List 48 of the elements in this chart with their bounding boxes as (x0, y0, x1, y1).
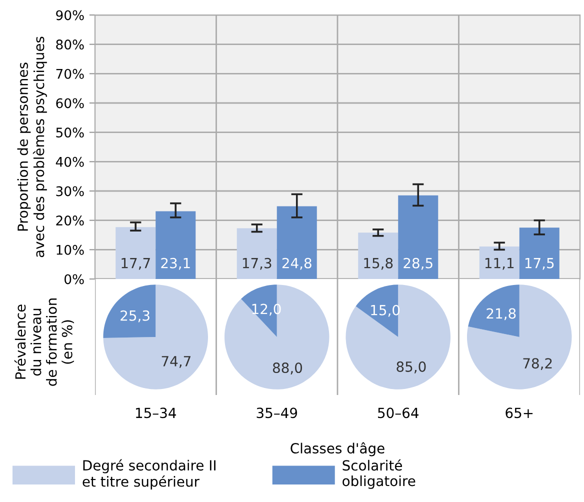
data-label: 17,3 (242, 258, 272, 270)
data-label: 23,1 (161, 258, 190, 270)
data-label: 28,5 (404, 258, 432, 270)
text: 35–49 (256, 408, 298, 418)
data-label: 11,1 (485, 258, 514, 270)
data-label: 17,7 (122, 258, 150, 270)
data-label: 78,2 (523, 358, 552, 370)
y-axis-title: Proportion de personnes avec des problèmes psychiques (17, 36, 47, 258)
y-tick-label: 90% (56, 10, 84, 20)
text: 15–34 (136, 408, 176, 418)
text: 65+ (506, 408, 533, 418)
bar (156, 211, 196, 279)
bar (479, 246, 520, 279)
bar (358, 232, 398, 279)
y-tick-label: 50% (56, 128, 84, 138)
pie-slice (346, 284, 450, 390)
pie-slice (468, 284, 520, 337)
legend-label: Scolarité obligatoire (342, 459, 416, 489)
data-label: 74,7 (162, 356, 190, 368)
legend-label: Degré secondaire II et titre supérieur (82, 459, 216, 490)
data-label: 24,8 (282, 258, 312, 270)
y-tick-label: 10% (56, 244, 84, 255)
text: 50–64 (378, 408, 418, 418)
data-label: 25,3 (120, 310, 150, 322)
data-label: 85,0 (396, 361, 426, 374)
pie-slice (103, 284, 208, 390)
data-label: 15,8 (364, 258, 393, 270)
pie-slice (466, 284, 572, 390)
y-tick-label: 0% (64, 274, 84, 284)
y-tick-label: 40% (56, 156, 84, 167)
bar (398, 195, 438, 279)
pie-slice (356, 284, 398, 337)
y-tick-label: 20% (56, 216, 84, 226)
y-tick-label: 30% (56, 186, 84, 196)
x-axis-title: Classes d'âge (290, 442, 384, 456)
bar (116, 227, 156, 279)
pie-slice (224, 284, 330, 390)
y-tick-label: 60% (56, 98, 84, 108)
data-label: 17,5 (525, 258, 554, 270)
bar (276, 206, 317, 279)
bar (236, 228, 277, 279)
data-label: 88,0 (272, 362, 302, 374)
data-label: 21,8 (486, 308, 516, 320)
text: Prévalence du niveau de formation (en %) (14, 298, 74, 386)
pie-slice (103, 284, 156, 338)
y-tick-label: 80% (56, 40, 84, 50)
bar (519, 228, 560, 279)
y-tick-label: 70% (56, 68, 84, 79)
